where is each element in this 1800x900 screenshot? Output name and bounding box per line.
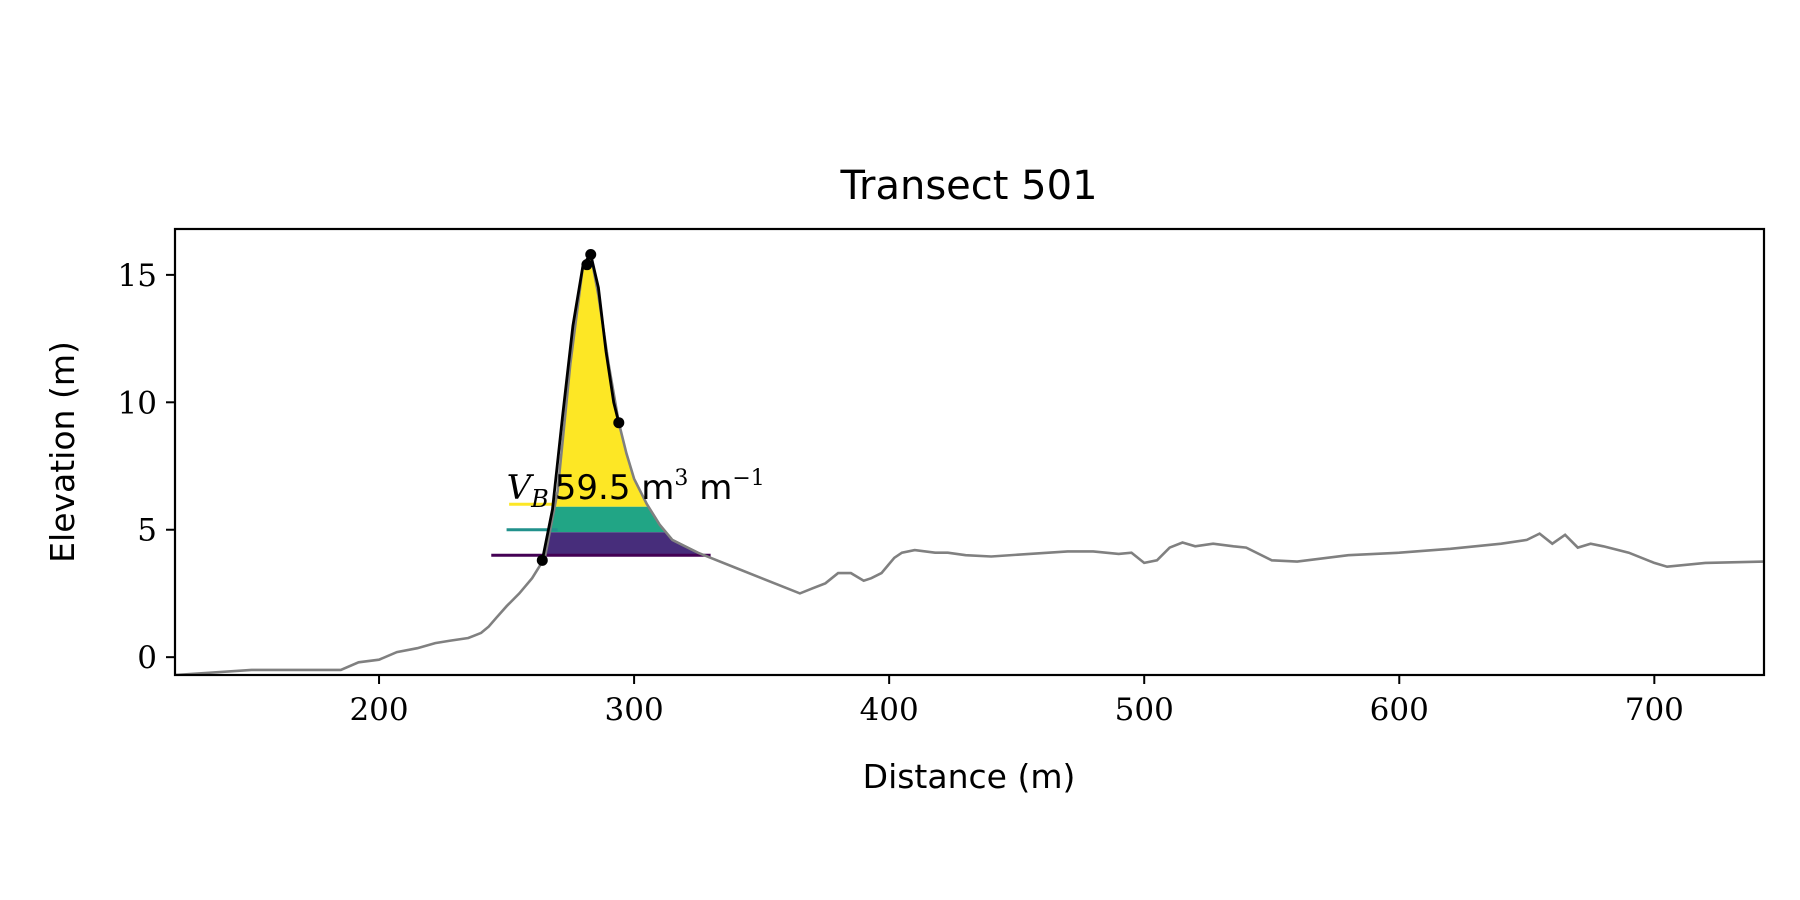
plot-area: [175, 248, 1764, 675]
annotation-symbol: V: [507, 468, 535, 508]
annotation-exponent-1: 3: [674, 466, 688, 491]
volume-fills: [545, 254, 708, 557]
x-axis-label: Distance (m): [863, 757, 1076, 796]
y-axis-label: Elevation (m): [43, 341, 82, 563]
key-point: [536, 554, 548, 566]
annotation-unit: m: [688, 468, 732, 508]
plot-frame: [173, 227, 1766, 677]
x-tick-label: 400: [860, 692, 919, 728]
key-point: [581, 259, 593, 271]
x-tick-label: 700: [1625, 692, 1684, 728]
chart-title: Transect 501: [839, 163, 1097, 209]
key-point: [613, 417, 625, 429]
x-tick-label: 200: [349, 692, 408, 728]
x-tick-label: 300: [605, 692, 664, 728]
x-tick-label: 600: [1370, 692, 1429, 728]
y-tick-label: 5: [137, 513, 157, 549]
y-axis-ticks: 0 5 10 15: [118, 258, 175, 676]
key-points: [536, 248, 625, 566]
volume-fill-top: [554, 254, 649, 507]
volume-annotation: VB 59.5 m3 m−1: [507, 466, 765, 513]
y-tick-label: 15: [118, 258, 157, 294]
volume-fill-low: [545, 532, 708, 557]
y-tick-label: 0: [137, 640, 157, 676]
volume-fill-mid: [549, 506, 666, 533]
annotation-exponent-2: −1: [732, 466, 764, 491]
x-axis-ticks: 200 300 400 500 600 700: [349, 675, 1684, 728]
y-tick-label: 10: [118, 385, 157, 421]
x-tick-label: 500: [1115, 692, 1174, 728]
profile-line: [175, 251, 1764, 675]
key-point: [585, 248, 597, 260]
annotation-subscript: B: [530, 485, 549, 513]
annotation-value: 59.5 m: [555, 468, 675, 508]
